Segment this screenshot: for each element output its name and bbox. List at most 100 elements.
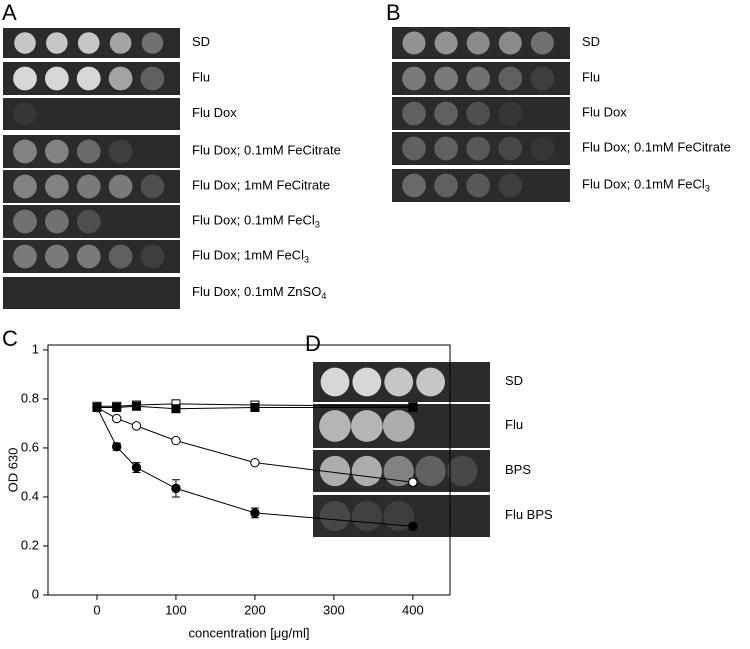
- spot: [530, 66, 555, 91]
- spot: [77, 32, 100, 54]
- label-text: BPS: [505, 462, 531, 477]
- spot: [108, 139, 133, 164]
- marker: [171, 404, 181, 414]
- spot: [109, 102, 133, 126]
- spot: [414, 410, 447, 442]
- label-text: SD: [582, 34, 600, 49]
- label-subscript: 3: [705, 184, 710, 194]
- spot: [109, 281, 133, 305]
- spot: [434, 173, 458, 198]
- spot: [434, 136, 458, 161]
- spot: [140, 281, 164, 305]
- spot: [140, 174, 165, 199]
- spot: [76, 66, 101, 91]
- row-label: Flu Dox; 0.1mM FeCitrate: [582, 140, 731, 155]
- spot: [319, 410, 351, 442]
- spot: [402, 31, 426, 55]
- marker: [112, 403, 122, 412]
- spot: [530, 31, 554, 55]
- spot: [447, 455, 478, 487]
- label-text: Flu Dox; 0.1mM ZnSO: [192, 284, 321, 299]
- spot: [402, 66, 426, 91]
- spot: [13, 209, 37, 234]
- label-text: Flu BPS: [505, 507, 553, 522]
- spot: [76, 139, 101, 164]
- label-text: SD: [192, 34, 210, 49]
- panel-letter: B: [386, 0, 401, 25]
- spot: [466, 173, 491, 198]
- label-text: Flu Dox: [192, 105, 237, 120]
- spot: [141, 32, 164, 54]
- spot: [402, 136, 426, 161]
- spot: [108, 174, 133, 199]
- label-text: Flu Dox: [582, 105, 627, 120]
- spot: [351, 410, 383, 442]
- y-tick-label: 0.6: [21, 439, 39, 454]
- marker: [131, 421, 142, 431]
- spot: [498, 173, 523, 198]
- spot: [140, 102, 164, 126]
- spot: [108, 66, 133, 91]
- row-label: Flu Dox; 0.1mM FeCl3: [582, 177, 710, 194]
- marker: [171, 483, 181, 494]
- label-text: Flu Dox; 0.1mM FeCitrate: [192, 143, 341, 158]
- spot: [13, 174, 37, 199]
- spot: [447, 500, 478, 532]
- spot: [448, 367, 477, 397]
- spot: [530, 136, 555, 161]
- spot: [434, 31, 458, 55]
- label-text: Flu Dox; 1mM FeCitrate: [192, 178, 330, 193]
- spot: [140, 139, 165, 164]
- spot: [415, 500, 446, 532]
- spot: [498, 101, 523, 126]
- spot: [44, 174, 69, 199]
- spot: [382, 410, 415, 442]
- spot: [416, 367, 445, 397]
- spot: [530, 101, 555, 126]
- x-tick-label: 400: [402, 602, 424, 617]
- spot: [466, 101, 491, 126]
- spot: [446, 410, 479, 442]
- panel-letter: A: [2, 0, 17, 25]
- y-tick-label: 0: [32, 586, 39, 601]
- spot: [383, 500, 414, 532]
- y-tick-label: 0.4: [21, 488, 39, 503]
- label-text: Flu Dox; 0.1mM FeCl: [582, 177, 705, 192]
- y-tick-label: 0.8: [21, 390, 39, 405]
- spot: [384, 367, 414, 397]
- spot: [319, 500, 351, 532]
- spot: [13, 102, 37, 126]
- marker: [250, 457, 260, 468]
- marker: [92, 402, 102, 413]
- row-label: Flu Dox; 1mM FeCl3: [192, 248, 309, 265]
- spot: [76, 244, 101, 269]
- spot: [140, 244, 165, 269]
- spot: [109, 32, 132, 54]
- label-subscript: 3: [304, 255, 309, 265]
- spot: [76, 174, 101, 199]
- marker: [408, 521, 418, 532]
- spot: [498, 136, 523, 161]
- row-label: Flu: [192, 70, 210, 85]
- marker: [250, 403, 260, 412]
- x-tick-label: 300: [323, 602, 345, 617]
- y-axis-label: OD 630: [5, 448, 20, 493]
- spot: [76, 209, 101, 234]
- spot: [77, 102, 101, 126]
- label-text: Flu Dox; 1mM FeCl: [192, 248, 304, 263]
- spot: [108, 209, 133, 234]
- row-label: Flu: [582, 70, 600, 85]
- spot: [415, 455, 446, 487]
- panel-letter: C: [2, 326, 18, 351]
- spot: [44, 209, 69, 234]
- row-label: Flu Dox: [582, 105, 627, 120]
- spot: [383, 455, 414, 487]
- row-label: Flu Dox; 0.1mM FeCl3: [192, 213, 320, 230]
- label-text: Flu Dox; 0.1mM FeCl: [192, 213, 315, 228]
- spot: [530, 173, 555, 198]
- spot: [434, 101, 458, 126]
- label-subscript: 3: [315, 220, 320, 230]
- spot: [13, 244, 37, 269]
- spot: [466, 66, 491, 91]
